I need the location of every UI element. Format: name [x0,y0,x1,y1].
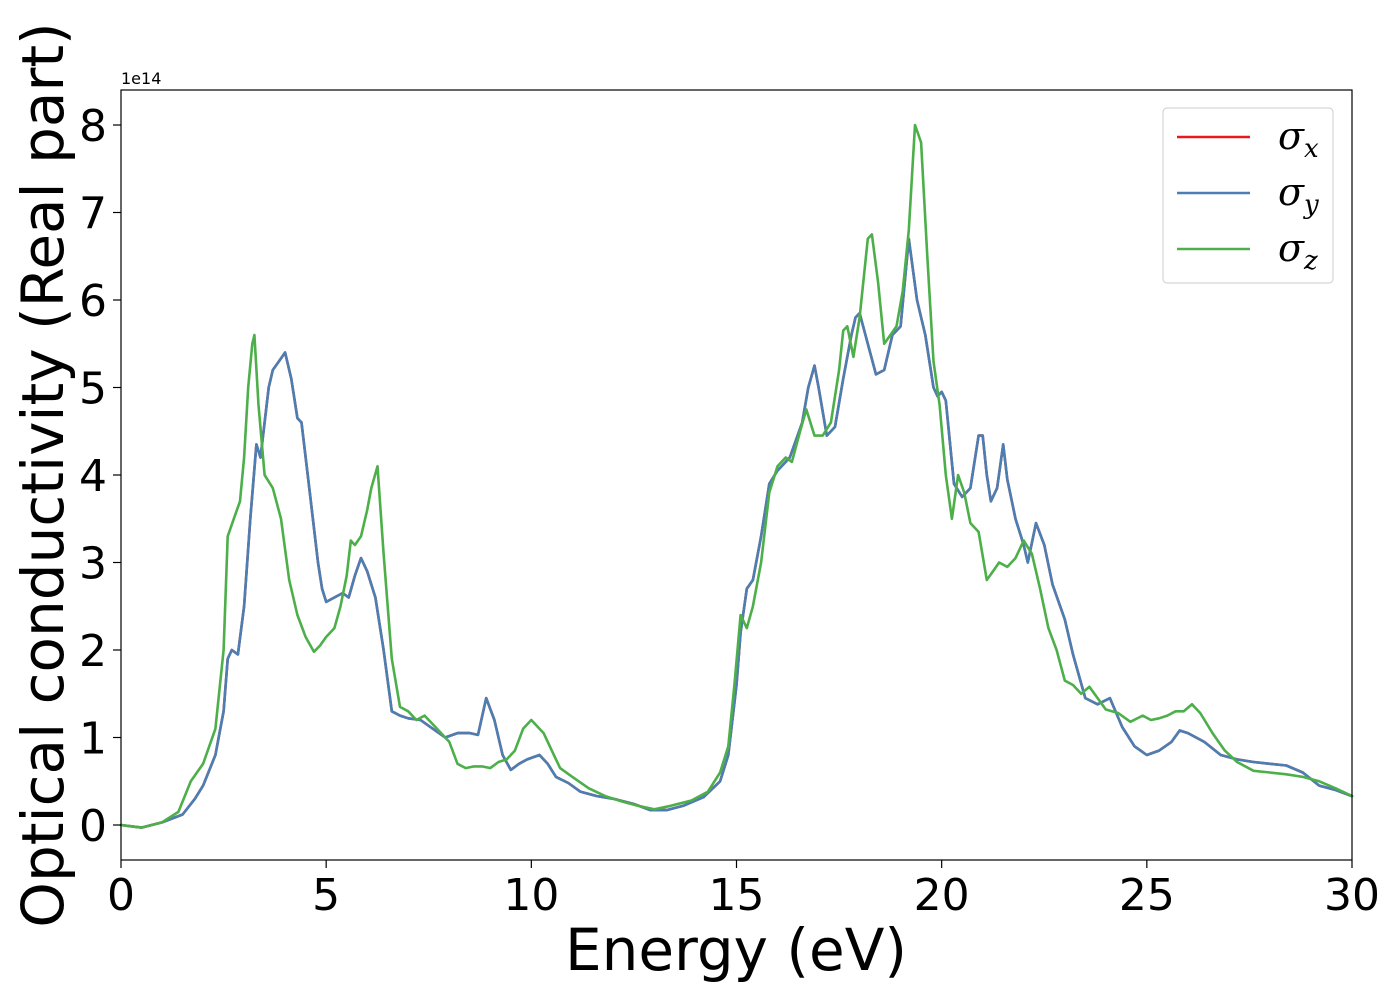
legend-label-z: σz [1278,226,1318,276]
y-tick-label: 5 [79,364,107,415]
legend-label-x: σx [1278,114,1319,164]
x-tick-label: 20 [914,870,970,921]
x-axis-ticks: 0 5 10 15 20 25 30 [107,860,1380,921]
x-tick-label: 10 [503,870,559,921]
y-axis-label: Optical conductivity (Real part) [9,22,77,927]
y-tick-label: 8 [79,101,107,152]
x-tick-label: 15 [709,870,765,921]
y-tick-label: 6 [79,276,107,327]
legend: σx σy σz [1162,107,1334,284]
legend-label-y: σy [1278,170,1319,220]
y-axis-ticks: 0 1 2 3 4 5 6 7 8 [79,101,121,852]
y-offset-label: 1e14 [121,69,161,88]
y-tick-label: 4 [79,451,107,502]
x-tick-label: 25 [1119,870,1175,921]
plot-area [121,90,1352,860]
y-tick-label: 2 [79,626,107,677]
x-tick-label: 0 [107,870,135,921]
legend-box [1162,107,1334,284]
series-lines [119,123,1354,829]
series-line-y [119,237,1354,829]
series-line-z [119,123,1354,829]
x-tick-label: 5 [312,870,340,921]
y-tick-label: 0 [79,801,107,852]
y-tick-label: 3 [79,539,107,590]
y-tick-label: 1 [79,714,107,765]
x-axis-label: Energy (eV) [565,916,907,984]
x-tick-label: 30 [1324,870,1380,921]
y-tick-label: 7 [79,189,107,240]
